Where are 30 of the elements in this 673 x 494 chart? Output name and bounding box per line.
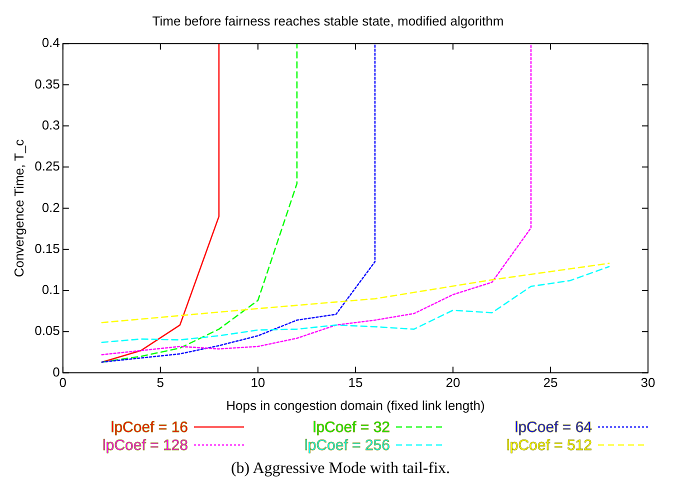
- x-tick-label: 10: [250, 375, 266, 390]
- line-series: [101, 44, 532, 356]
- line-series: [101, 266, 610, 343]
- y-tick-label: 0.05: [34, 323, 60, 338]
- y-tick-label: 0.3: [42, 117, 60, 132]
- y-tick-label: 0.35: [34, 76, 60, 92]
- x-tick-label: 15: [348, 375, 363, 390]
- x-tick-label: 20: [446, 375, 460, 390]
- chart-title: Time before fairness reaches stable state, modified algorithm: [152, 13, 504, 28]
- x-tick-label: 5: [156, 375, 164, 390]
- y-tick-label: 0.15: [34, 240, 60, 256]
- x-tick-label: 30: [640, 375, 656, 390]
- x-tick-label: 25: [543, 375, 558, 390]
- legend-label: lpCoef = 512: [506, 436, 592, 454]
- legend-label: lpCoef = 256: [304, 436, 390, 454]
- y-tick-label: 0.25: [34, 158, 60, 174]
- y-tick-label: 0.1: [42, 282, 60, 298]
- y-axis-title: Convergence Time, T_c: [11, 138, 26, 278]
- line-series: [101, 262, 610, 324]
- legend-label: lpCoef = 128: [102, 436, 188, 454]
- y-tick-label: 0: [52, 364, 60, 380]
- legend-label: lpCoef = 32: [312, 418, 390, 436]
- legend-label: lpCoef = 16: [110, 418, 188, 436]
- text: (b) Aggressive Mode with tail-fix.: [230, 460, 452, 478]
- x-axis-title: Hops in congestion domain (fixed link length): [226, 398, 485, 413]
- y-tick-label: 0.2: [42, 200, 60, 215]
- legend-label: lpCoef = 64: [514, 418, 592, 436]
- line-series: [101, 44, 376, 363]
- y-tick-label: 0.4: [42, 35, 60, 50]
- line-series: [101, 44, 298, 363]
